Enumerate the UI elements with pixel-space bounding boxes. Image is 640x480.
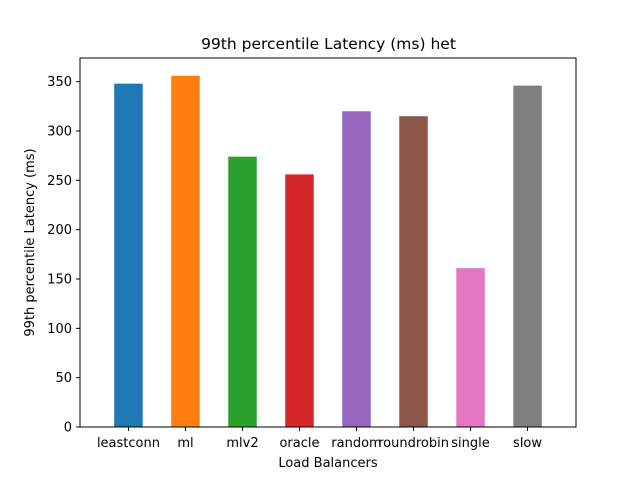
bars-group	[114, 75, 542, 428]
x-tick-label-single: single	[451, 436, 490, 451]
y-tick-label: 50	[55, 371, 72, 386]
y-axis-ticks: 0 50 100 150 200 250 300 350	[47, 75, 80, 436]
x-tick-label-roundrobin: roundrobin	[378, 436, 449, 451]
x-tick-label-slow: slow	[513, 436, 542, 451]
bar-mlv2	[228, 156, 257, 428]
bar-slow	[513, 85, 542, 427]
y-axis-label: 99th percentile Latency (ms)	[23, 148, 38, 336]
bar-oracle	[285, 174, 314, 427]
y-tick-label: 200	[47, 223, 72, 238]
y-tick-label: 250	[47, 174, 72, 189]
x-tick-label-mlv2: mlv2	[226, 436, 258, 451]
bar-ml	[171, 75, 200, 427]
bar-random	[342, 111, 371, 427]
bar-leastconn	[114, 83, 143, 427]
y-tick-label: 100	[47, 322, 72, 337]
x-tick-label-leastconn: leastconn	[97, 436, 160, 451]
x-tick-label-ml: ml	[177, 436, 193, 451]
bar-single	[456, 268, 485, 427]
chart-title: 99th percentile Latency (ms) het	[201, 35, 456, 53]
y-tick-label: 300	[47, 125, 72, 140]
x-tick-label-oracle: oracle	[279, 436, 319, 451]
x-tick-label-random: random	[331, 436, 381, 451]
x-axis-label: Load Balancers	[278, 456, 378, 471]
y-tick-label: 0	[64, 421, 72, 436]
plot-frame	[79, 57, 577, 428]
y-tick-label: 150	[47, 273, 72, 288]
y-tick-label: 350	[47, 75, 72, 90]
bar-roundrobin	[399, 116, 428, 427]
